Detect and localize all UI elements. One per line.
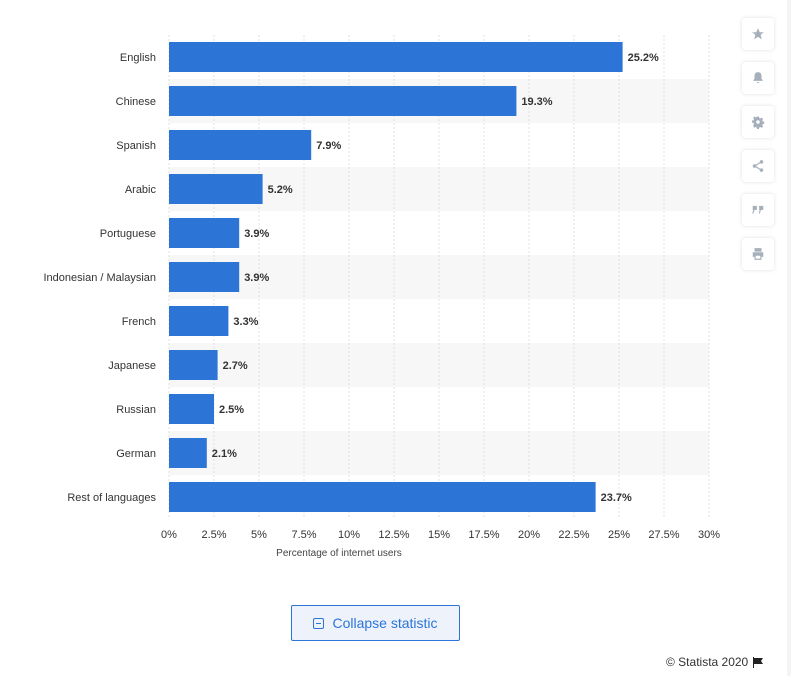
x-tick-label: 5% bbox=[251, 529, 267, 541]
bar bbox=[169, 350, 218, 380]
category-label: Arabic bbox=[125, 184, 157, 196]
x-tick-label: 10% bbox=[338, 529, 360, 541]
value-label: 3.3% bbox=[233, 316, 258, 328]
chart-toolbar bbox=[742, 18, 774, 270]
bar bbox=[169, 174, 263, 204]
bar bbox=[169, 438, 207, 468]
x-tick-label: 22.5% bbox=[558, 529, 589, 541]
flag-icon[interactable] bbox=[752, 656, 764, 668]
quote-icon[interactable] bbox=[742, 194, 774, 226]
value-label: 2.7% bbox=[223, 360, 248, 372]
category-label: English bbox=[120, 52, 156, 64]
bar bbox=[169, 394, 214, 424]
category-label: Spanish bbox=[116, 140, 156, 152]
x-tick-label: 25% bbox=[608, 529, 630, 541]
bar bbox=[169, 306, 229, 336]
value-label: 3.9% bbox=[244, 272, 269, 284]
x-axis-title: Percentage of internet users bbox=[276, 548, 402, 559]
x-tick-label: 27.5% bbox=[648, 529, 679, 541]
category-label: Chinese bbox=[116, 96, 156, 108]
value-label: 25.2% bbox=[628, 52, 659, 64]
bar bbox=[169, 86, 517, 116]
bar-chart: English 25.2% Chinese 19.3% Spanish 7.9% Arabi… bbox=[43, 35, 720, 559]
x-tick-label: 7.5% bbox=[291, 529, 316, 541]
value-label: 7.9% bbox=[316, 140, 341, 152]
x-tick-label: 2.5% bbox=[201, 529, 226, 541]
bar bbox=[169, 482, 596, 512]
gear-icon[interactable] bbox=[742, 106, 774, 138]
category-label: Japanese bbox=[108, 360, 156, 372]
value-label: 3.9% bbox=[244, 228, 269, 240]
category-label: Portuguese bbox=[100, 228, 156, 240]
star-icon[interactable] bbox=[742, 18, 774, 50]
print-icon[interactable] bbox=[742, 238, 774, 270]
category-label: French bbox=[122, 316, 156, 328]
copyright-text: © Statista 2020 bbox=[666, 655, 749, 669]
copyright: © Statista 2020 bbox=[666, 655, 764, 669]
value-label: 2.5% bbox=[219, 404, 244, 416]
category-label: Russian bbox=[116, 404, 156, 416]
bar bbox=[169, 42, 623, 72]
x-tick-label: 30% bbox=[698, 529, 720, 541]
x-tick-label: 0% bbox=[161, 529, 177, 541]
bar bbox=[169, 218, 240, 248]
value-label: 5.2% bbox=[268, 184, 293, 196]
x-tick-label: 12.5% bbox=[378, 529, 409, 541]
bar bbox=[169, 262, 240, 292]
collapse-label: Collapse statistic bbox=[332, 615, 438, 631]
collapse-statistic-button[interactable]: Collapse statistic bbox=[291, 605, 460, 641]
value-label: 2.1% bbox=[212, 448, 237, 460]
share-icon[interactable] bbox=[742, 150, 774, 182]
category-label: Rest of languages bbox=[67, 492, 156, 504]
bar bbox=[169, 130, 312, 160]
x-tick-label: 17.5% bbox=[468, 529, 499, 541]
category-label: Indonesian / Malaysian bbox=[43, 272, 156, 284]
value-label: 23.7% bbox=[601, 492, 632, 504]
x-tick-label: 15% bbox=[428, 529, 450, 541]
value-label: 19.3% bbox=[521, 96, 552, 108]
category-label: German bbox=[116, 448, 156, 460]
collapse-icon bbox=[313, 617, 325, 629]
x-tick-label: 20% bbox=[518, 529, 540, 541]
bell-icon[interactable] bbox=[742, 62, 774, 94]
